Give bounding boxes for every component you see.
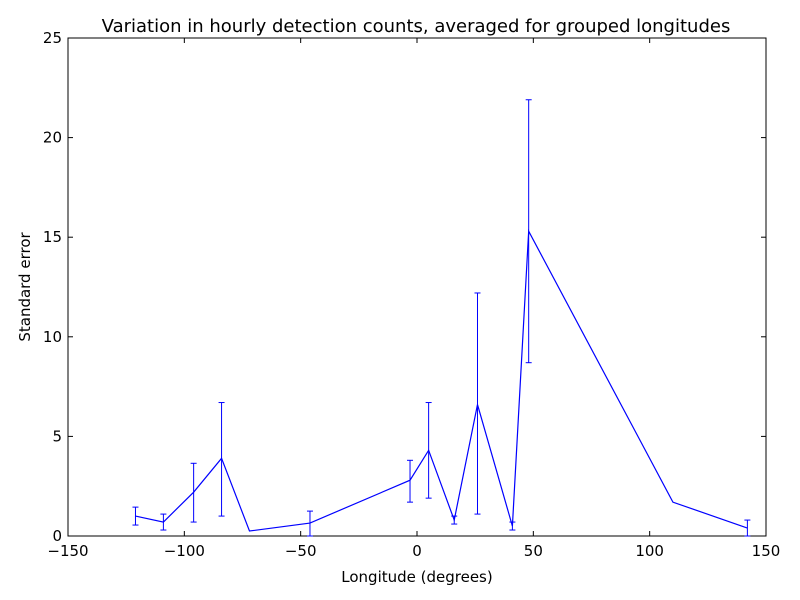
x-tick-label: 0 xyxy=(412,542,422,560)
y-tick-label: 15 xyxy=(43,228,62,246)
error-bars xyxy=(132,99,751,537)
y-tick-label: 25 xyxy=(43,29,62,47)
x-tick-label: 50 xyxy=(524,542,543,560)
x-tick-label: −100 xyxy=(164,542,205,560)
y-tick-label: 10 xyxy=(43,328,62,346)
x-tick-label: −50 xyxy=(285,542,317,560)
x-tick-label: 150 xyxy=(752,542,781,560)
y-axis-label: Standard error xyxy=(16,232,34,342)
chart-title: Variation in hourly detection counts, av… xyxy=(102,16,731,37)
y-tick-label: 0 xyxy=(52,527,62,545)
y-tick-label: 5 xyxy=(52,427,62,445)
plot-frame xyxy=(67,37,767,537)
y-tick-label: 20 xyxy=(43,129,62,147)
series-line xyxy=(135,229,748,532)
x-tick-label: −150 xyxy=(47,542,88,560)
x-tick-label: 100 xyxy=(635,542,664,560)
axis-ticks: −150 −100 −50 0 50 100 150 0 5 10 15 20 25 xyxy=(43,29,780,560)
x-axis-label: Longitude (degrees) xyxy=(341,568,492,586)
